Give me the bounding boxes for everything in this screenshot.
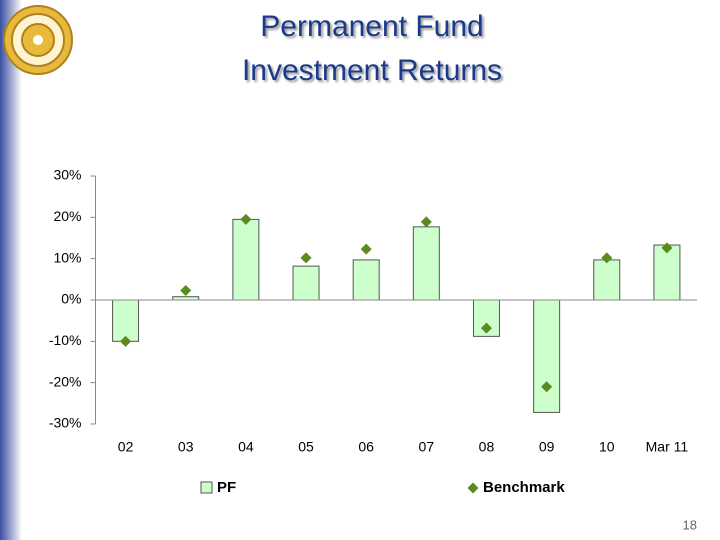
bar — [533, 299, 561, 413]
side-strip — [0, 0, 22, 540]
marker — [480, 322, 492, 334]
bar — [593, 259, 621, 301]
x-tick-label: 09 — [539, 439, 555, 455]
x-tick-label: 08 — [479, 439, 495, 455]
marker — [360, 243, 372, 255]
logo — [3, 5, 73, 75]
bar — [352, 259, 380, 301]
chart-subtitle: Investment Returns — [242, 54, 502, 87]
x-tick-label: 06 — [358, 439, 374, 455]
y-tick-label: 30% — [53, 167, 81, 183]
legend-label: Benchmark — [483, 479, 565, 496]
marker — [120, 335, 132, 347]
legend-swatch — [467, 482, 479, 494]
y-tick-label: -20% — [49, 373, 82, 389]
y-tick-label: -10% — [49, 332, 82, 348]
marker — [240, 213, 252, 225]
marker — [180, 284, 192, 296]
y-tick-label: 20% — [53, 208, 81, 224]
marker — [300, 252, 312, 264]
bar — [412, 226, 440, 301]
bar — [653, 244, 681, 301]
marker — [661, 242, 673, 254]
y-tick-label: 0% — [61, 291, 81, 307]
x-tick-label: 04 — [238, 439, 254, 455]
legend-swatch — [200, 481, 213, 494]
marker — [601, 252, 613, 264]
x-tick-label: 03 — [178, 439, 194, 455]
bar — [232, 218, 260, 301]
page-number: 18 — [683, 517, 697, 532]
chart-title: Permanent Fund — [260, 10, 483, 43]
x-tick-label: 05 — [298, 439, 314, 455]
x-tick-label: 10 — [599, 439, 615, 455]
marker — [541, 381, 553, 393]
bar — [292, 265, 320, 301]
y-tick-label: 10% — [53, 249, 81, 265]
bar — [112, 299, 140, 342]
x-tick-label: 07 — [419, 439, 435, 455]
marker — [420, 216, 432, 228]
legend-label: PF — [217, 479, 236, 496]
x-tick-label: 02 — [118, 439, 134, 455]
x-tick-label: Mar 11 — [646, 439, 689, 455]
y-tick-label: -30% — [49, 415, 82, 431]
